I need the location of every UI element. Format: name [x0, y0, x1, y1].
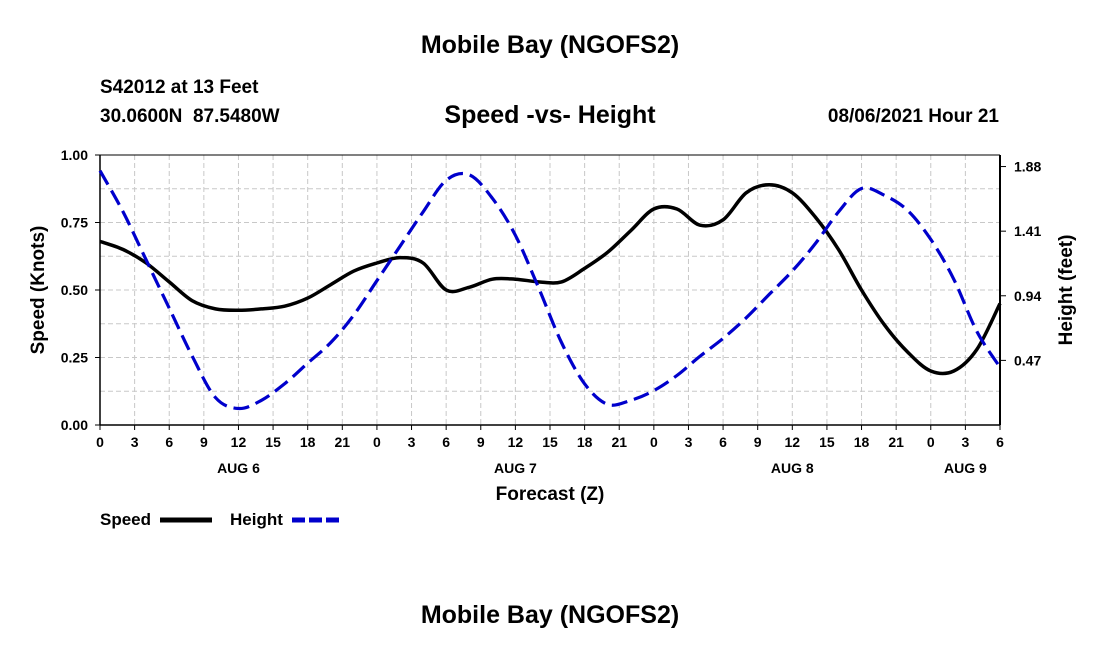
legend-speed-label: Speed — [100, 510, 151, 529]
x-tick-label: 18 — [577, 434, 593, 450]
bottom-title: Mobile Bay (NGOFS2) — [420, 601, 680, 629]
station-label: S42012 at 13 Feet — [100, 77, 259, 98]
x-tick-label: 6 — [442, 434, 450, 450]
x-tick-label: 12 — [785, 434, 801, 450]
series-line-speed — [99, 182, 1002, 376]
y-right-tick-label: 1.41 — [1014, 223, 1041, 239]
run-time-label: 08/06/2021 Hour 21 — [827, 106, 999, 127]
x-tick-label: 3 — [408, 434, 416, 450]
x-tick-label: 3 — [131, 434, 139, 450]
x-tick-label: 12 — [231, 434, 247, 450]
y-left-tick-label: 1.00 — [61, 147, 88, 163]
y-left-tick-label: 0.00 — [61, 417, 88, 433]
x-tick-label: 9 — [200, 434, 208, 450]
x-day-label: AUG 9 — [944, 460, 987, 476]
x-tick-label: 18 — [854, 434, 870, 450]
y-left-tick-label: 0.25 — [61, 350, 88, 366]
y-right-tick-label: 1.88 — [1014, 159, 1041, 175]
series-line-height — [98, 169, 1002, 411]
y-axis-right-label: Height (feet) — [1056, 235, 1077, 346]
chart-title: Speed -vs- Height — [444, 101, 656, 129]
grid-lines — [100, 155, 1000, 425]
x-axis-label: Forecast (Z) — [496, 484, 605, 505]
y-axis-left-label: Speed (Knots) — [28, 226, 49, 355]
x-tick-label: 6 — [719, 434, 727, 450]
x-day-label: AUG 7 — [494, 460, 537, 476]
x-tick-label: 15 — [265, 434, 281, 450]
x-tick-label: 9 — [477, 434, 485, 450]
x-tick-label: 21 — [888, 434, 904, 450]
x-tick-label: 0 — [96, 434, 104, 450]
x-tick-label: 21 — [335, 434, 351, 450]
series-lines — [98, 169, 1002, 411]
top-title: Mobile Bay (NGOFS2) — [420, 31, 680, 59]
x-tick-label: 0 — [373, 434, 381, 450]
x-tick-label: 3 — [685, 434, 693, 450]
y-right-tick-label: 0.47 — [1014, 352, 1041, 368]
y-left-tick-label: 0.50 — [61, 282, 88, 298]
x-tick-label: 3 — [961, 434, 969, 450]
x-tick-label: 0 — [650, 434, 658, 450]
x-day-label: AUG 8 — [771, 460, 814, 476]
y-left-tick-label: 0.75 — [61, 215, 88, 231]
legend-height-label: Height — [230, 510, 283, 529]
x-tick-label: 9 — [754, 434, 762, 450]
x-day-label: AUG 6 — [217, 460, 260, 476]
x-tick-label: 12 — [508, 434, 524, 450]
y-right-tick-label: 0.94 — [1014, 288, 1041, 304]
x-tick-label: 0 — [927, 434, 935, 450]
x-tick-label: 15 — [819, 434, 835, 450]
x-tick-label: 18 — [300, 434, 316, 450]
x-tick-label: 15 — [542, 434, 558, 450]
x-tick-label: 6 — [996, 434, 1004, 450]
x-tick-label: 6 — [165, 434, 173, 450]
chart-legend: Speed Height — [100, 510, 342, 529]
station-coordinates: 30.0600N 87.5480W — [100, 106, 280, 127]
x-tick-label: 21 — [611, 434, 627, 450]
axis-ticks: 0 3 6 9 12 15 18 21 0 3 6 9 12 15 18 21 0 3 6 9 12 15 18 21 0 3 6A… — [61, 147, 1042, 476]
